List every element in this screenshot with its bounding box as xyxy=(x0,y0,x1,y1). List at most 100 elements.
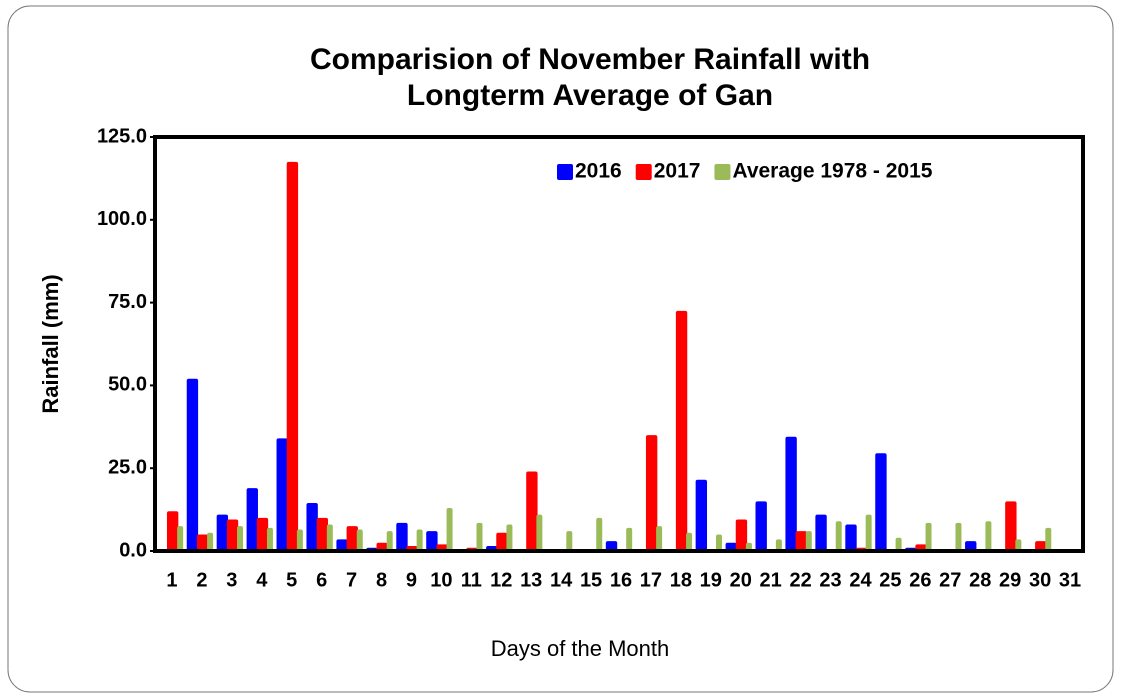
y-tick-label: 75.0 xyxy=(108,291,147,313)
y-tick-label: 25.0 xyxy=(108,456,147,478)
legend-swatch xyxy=(557,164,573,180)
bar xyxy=(795,531,807,551)
chart-title: Comparision of November Rainfall with Lo… xyxy=(309,43,871,112)
bar xyxy=(246,488,258,551)
x-tick-label: 26 xyxy=(909,569,931,591)
bar xyxy=(1005,501,1017,551)
x-tick-label: 30 xyxy=(1029,569,1051,591)
x-tick-label: 9 xyxy=(406,569,417,591)
bar xyxy=(815,514,827,551)
bar xyxy=(186,378,199,551)
bar xyxy=(196,534,209,551)
bar xyxy=(256,517,269,551)
bar xyxy=(1015,539,1022,551)
x-tick-label: 25 xyxy=(879,569,901,591)
bar xyxy=(845,524,857,551)
bar xyxy=(785,436,797,551)
bar xyxy=(715,534,722,551)
bar xyxy=(306,502,318,551)
bar xyxy=(775,539,782,551)
x-tick-label: 17 xyxy=(640,569,662,591)
bar xyxy=(566,531,573,551)
legend-swatch xyxy=(635,164,652,180)
bar xyxy=(266,527,273,551)
x-tick-label: 27 xyxy=(939,569,961,591)
x-tick-label: 31 xyxy=(1059,569,1081,591)
x-tick-label: 14 xyxy=(550,569,573,591)
x-tick-label: 8 xyxy=(376,569,387,591)
x-tick-label: 6 xyxy=(316,569,327,591)
bar xyxy=(656,526,663,551)
legend-label: Average 1978 - 2015 xyxy=(732,160,932,183)
bar xyxy=(286,161,299,551)
bar xyxy=(316,517,329,551)
x-tick-label: 29 xyxy=(999,569,1021,591)
x-tick-label: 22 xyxy=(789,569,811,591)
bar xyxy=(226,519,239,551)
x-tick-label: 19 xyxy=(700,569,722,591)
bar xyxy=(745,542,752,551)
bar xyxy=(1035,541,1047,551)
bar xyxy=(237,526,244,551)
x-tick-label: 15 xyxy=(580,569,602,591)
bar xyxy=(965,541,977,551)
bar xyxy=(805,531,812,551)
x-tick-label: 16 xyxy=(610,569,632,591)
x-tick-label: 1 xyxy=(166,569,177,591)
bar xyxy=(166,511,179,551)
legend-label: 2016 xyxy=(575,160,622,183)
bar xyxy=(386,531,393,551)
x-tick-label: 23 xyxy=(819,569,841,591)
x-tick-label: 21 xyxy=(760,569,782,591)
bar xyxy=(356,529,363,551)
x-tick-label: 2 xyxy=(196,569,207,591)
x-tick-label: 4 xyxy=(256,569,268,591)
bar xyxy=(216,514,229,551)
bar xyxy=(725,542,737,551)
bar xyxy=(695,479,708,551)
x-tick-label: 10 xyxy=(430,569,452,591)
x-tick-label: 18 xyxy=(670,569,692,591)
bar xyxy=(426,531,438,551)
x-tick-label: 28 xyxy=(969,569,991,591)
bar xyxy=(207,532,214,551)
bar xyxy=(177,526,184,551)
y-axis-label: Rainfall (mm) xyxy=(38,274,63,413)
bar xyxy=(506,524,513,551)
legend-swatch xyxy=(714,164,731,180)
bar xyxy=(1045,527,1052,551)
bar xyxy=(865,514,872,551)
bar xyxy=(336,539,348,551)
plot-frame xyxy=(153,135,1085,553)
bar xyxy=(875,453,887,551)
bar xyxy=(985,521,992,551)
bar xyxy=(446,507,453,551)
x-tick-label: 11 xyxy=(461,569,482,591)
y-tick-label: 50.0 xyxy=(108,374,147,396)
bar xyxy=(376,542,388,551)
bar xyxy=(626,527,633,551)
bar xyxy=(755,501,767,551)
y-tick-label: 125.0 xyxy=(97,125,147,147)
bar xyxy=(645,435,658,551)
bar xyxy=(835,521,842,551)
bar xyxy=(476,522,483,551)
bar xyxy=(605,541,618,551)
bar xyxy=(496,532,508,551)
bar xyxy=(526,471,538,551)
y-tick-label: 0.0 xyxy=(119,539,147,561)
bar xyxy=(326,524,333,551)
y-tick-label: 100.0 xyxy=(97,208,147,230)
x-tick-label: 3 xyxy=(226,569,237,591)
bar xyxy=(895,537,902,551)
x-axis-label: Days of the Month xyxy=(491,636,670,661)
bar xyxy=(955,522,962,551)
bar xyxy=(416,529,423,551)
bar xyxy=(675,310,688,551)
x-tick-label: 7 xyxy=(346,569,357,591)
x-tick-label: 13 xyxy=(520,569,542,591)
bar xyxy=(686,532,693,551)
bar xyxy=(296,529,303,551)
